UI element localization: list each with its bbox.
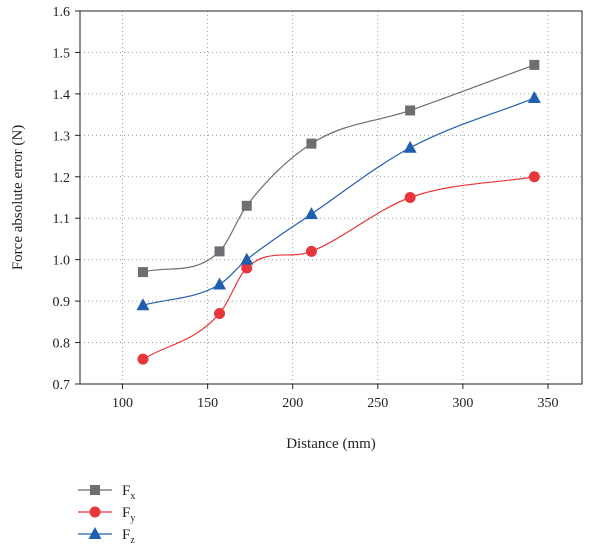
data-point-square [241, 200, 252, 211]
data-point-square [529, 59, 540, 70]
legend-label: Fy [122, 505, 135, 524]
data-point-circle [214, 308, 226, 320]
y-tick-label: 1.2 [53, 171, 71, 186]
y-tick-label: 1.3 [53, 129, 71, 144]
series-fy [137, 171, 540, 365]
series-fz [136, 91, 541, 311]
y-axis-title: Force absolute error (N) [10, 125, 26, 270]
data-point-circle [404, 192, 416, 203]
x-tick-label: 100 [112, 396, 133, 411]
data-point-circle [241, 262, 253, 274]
data-point-square [306, 138, 317, 149]
legend-marker-triangle [88, 527, 102, 539]
legend: Fx Fy Fz [78, 483, 135, 546]
data-point-square [214, 246, 225, 257]
y-tick-label: 0.7 [53, 378, 71, 393]
data-point-triangle [403, 140, 417, 153]
grid-lines [80, 10, 582, 385]
legend-item-fy: Fy [78, 505, 135, 524]
legend-marker-circle [89, 506, 101, 518]
series-layer [136, 59, 541, 365]
data-point-circle [528, 171, 540, 183]
axis-ticks: 100 150 200 250 300 350 0.7 0.8 0.9 1.0 1.1 1.2 1.3 1… [53, 5, 559, 411]
series-line [142, 64, 535, 273]
data-point-triangle [240, 252, 254, 265]
data-point-triangle [136, 298, 150, 311]
data-point-square [137, 267, 148, 278]
data-point-circle [305, 245, 317, 257]
data-point-triangle [304, 207, 318, 220]
x-axis-title: Distance (mm) [286, 436, 376, 452]
series-line [142, 97, 535, 306]
x-tick-label: 150 [197, 396, 218, 411]
y-tick-label: 1.5 [53, 46, 71, 61]
y-tick-label: 1.6 [53, 5, 71, 20]
data-point-triangle [527, 91, 541, 104]
y-tick-label: 1.0 [53, 254, 71, 269]
legend-item-fx: Fx [78, 483, 135, 502]
data-point-circle [137, 353, 149, 365]
legend-label: Fx [122, 483, 135, 502]
data-point-square [405, 105, 416, 116]
y-tick-label: 0.9 [53, 295, 71, 310]
series-fx [137, 59, 540, 278]
x-tick-label: 250 [367, 396, 388, 411]
series-line [142, 176, 535, 360]
legend-marker-square [90, 485, 100, 495]
y-tick-label: 1.1 [53, 212, 71, 227]
x-tick-label: 350 [537, 396, 558, 411]
data-point-triangle [213, 277, 227, 290]
x-tick-label: 300 [452, 396, 473, 411]
y-tick-label: 0.8 [53, 337, 71, 352]
plot-area-frame [79, 10, 583, 385]
x-tick-label: 200 [282, 396, 303, 411]
legend-item-fz: Fz [78, 527, 135, 546]
legend-label: Fz [122, 527, 135, 546]
y-tick-label: 1.4 [53, 88, 71, 103]
